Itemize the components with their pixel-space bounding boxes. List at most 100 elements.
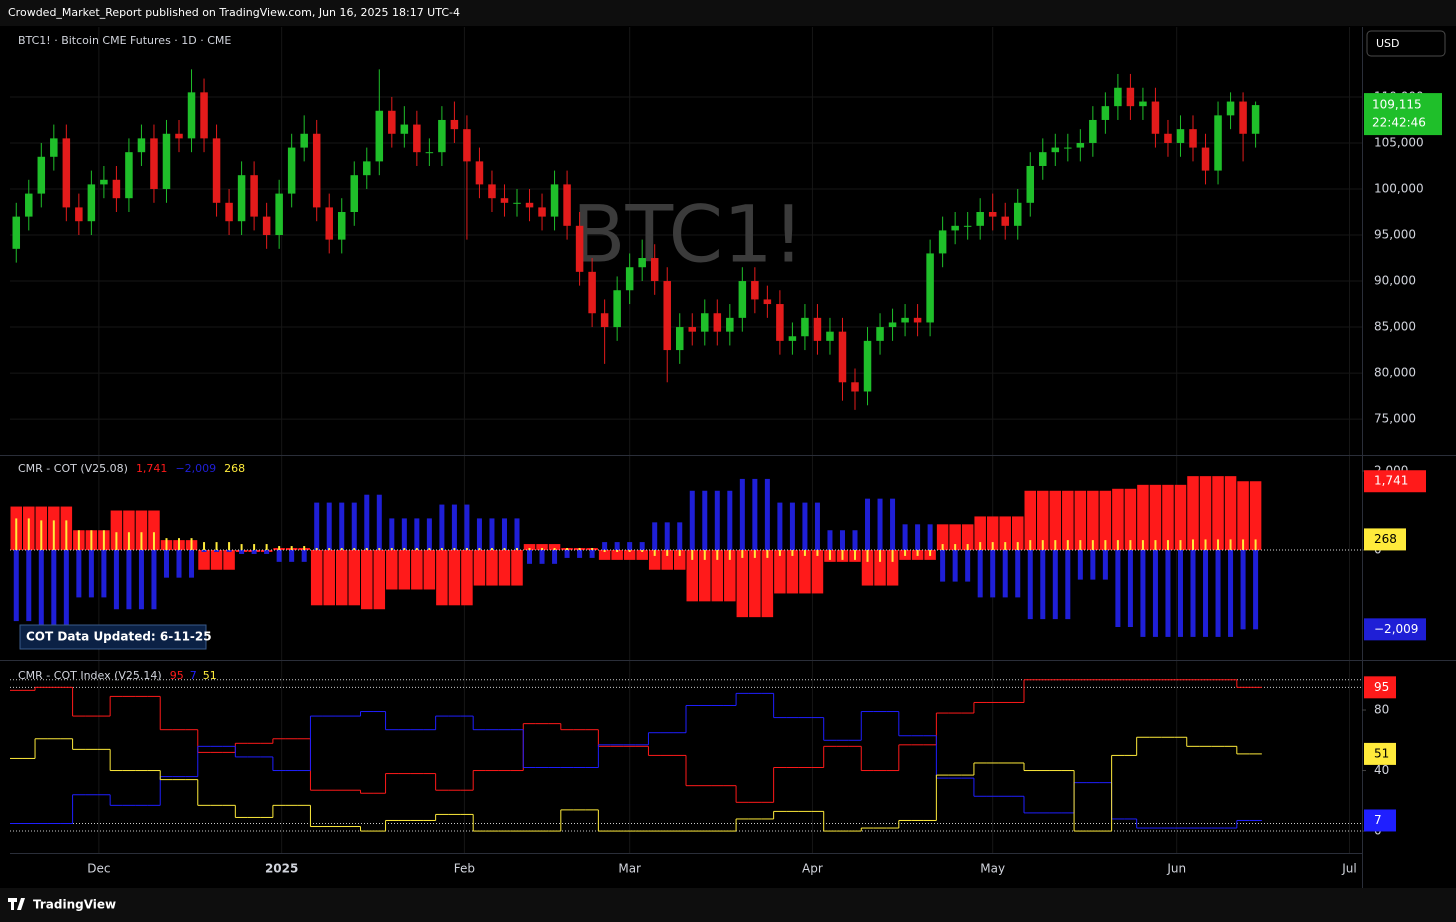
cot-bar bbox=[816, 550, 819, 556]
cot-bar bbox=[929, 550, 932, 556]
cot-bar bbox=[113, 550, 119, 610]
cot-bar bbox=[361, 550, 373, 610]
cot-bar bbox=[1204, 539, 1207, 551]
candle-body bbox=[325, 207, 333, 240]
cot-bar bbox=[251, 550, 257, 554]
cot-bar bbox=[228, 542, 231, 551]
cot-bar bbox=[1004, 542, 1007, 551]
cot-bar bbox=[866, 550, 869, 562]
cot-bar bbox=[904, 550, 907, 556]
cot-bar bbox=[811, 550, 824, 594]
cot-bar bbox=[365, 548, 368, 551]
candle-body bbox=[600, 313, 609, 328]
cot-bar bbox=[176, 550, 182, 578]
candle-body bbox=[788, 336, 797, 341]
cot-bar bbox=[1179, 540, 1182, 551]
value-label: 51 bbox=[1374, 746, 1389, 760]
cot-bar bbox=[1024, 490, 1037, 551]
candle-body bbox=[913, 317, 922, 323]
cot-bar bbox=[348, 550, 361, 606]
candle-body bbox=[1251, 105, 1260, 134]
cot-bar bbox=[276, 550, 282, 562]
cot-bar bbox=[314, 502, 320, 551]
cot-bar bbox=[739, 478, 745, 551]
cot-bar bbox=[949, 524, 961, 551]
candle-body bbox=[1013, 202, 1022, 226]
candle-body bbox=[50, 138, 58, 157]
cot-bar bbox=[553, 548, 556, 551]
legend-value: −2,009 bbox=[175, 462, 216, 475]
cot-bar bbox=[548, 544, 561, 551]
candle-body bbox=[200, 92, 208, 139]
cot-bar bbox=[727, 490, 733, 551]
candle-body bbox=[625, 267, 634, 291]
candle-body bbox=[1064, 147, 1072, 149]
cot-bar bbox=[1137, 484, 1149, 551]
currency-label[interactable]: USD bbox=[1376, 37, 1400, 50]
x-tick-label: Jul bbox=[1341, 862, 1356, 876]
y-tick-label: 75,000 bbox=[1374, 412, 1416, 426]
cot-bar bbox=[1065, 550, 1071, 620]
candle-body bbox=[650, 258, 659, 282]
cot-bar bbox=[38, 550, 44, 626]
cot-bar bbox=[1116, 540, 1119, 551]
cot-bar bbox=[552, 550, 558, 564]
candle-body bbox=[112, 179, 121, 199]
x-tick-label: Jun bbox=[1166, 862, 1186, 876]
cot-bar bbox=[661, 550, 673, 570]
cot-bar bbox=[401, 518, 407, 551]
cot-bar bbox=[611, 550, 623, 560]
candle-body bbox=[1176, 129, 1185, 143]
cot-bar bbox=[51, 550, 57, 626]
cot-bar bbox=[151, 550, 157, 610]
cot-bar bbox=[578, 548, 581, 551]
cot-bar bbox=[728, 550, 731, 560]
cot-bar bbox=[915, 524, 921, 551]
cot-bar bbox=[666, 550, 669, 556]
bottom-bar bbox=[0, 888, 1456, 922]
cot-bar bbox=[686, 550, 699, 602]
cot-bar bbox=[163, 550, 169, 578]
cot-bar bbox=[1074, 490, 1087, 551]
cot-bar bbox=[148, 510, 160, 551]
cot-bar bbox=[140, 532, 143, 551]
cot-bar bbox=[577, 550, 583, 558]
x-tick-label: Apr bbox=[802, 862, 823, 876]
cot-bar bbox=[691, 550, 694, 560]
candle-body bbox=[87, 184, 96, 222]
cot-bar bbox=[711, 550, 724, 602]
candle-body bbox=[287, 147, 296, 194]
value-label-box bbox=[1364, 809, 1396, 832]
cot-bar bbox=[664, 522, 670, 551]
x-tick-label: 2025 bbox=[265, 862, 298, 876]
cot-bar bbox=[1229, 539, 1232, 551]
cot-bar bbox=[414, 518, 420, 551]
cot-bar bbox=[786, 550, 799, 594]
cot-bar bbox=[448, 550, 461, 606]
cot-bar bbox=[465, 548, 468, 551]
cot-bar bbox=[226, 550, 232, 552]
candle-body bbox=[701, 313, 709, 332]
cot-bar bbox=[386, 550, 398, 590]
value-label-box bbox=[1364, 742, 1396, 765]
currency-button-frame[interactable] bbox=[1366, 30, 1446, 57]
indicator-title: CMR - COT Index (V25.14) bbox=[18, 669, 162, 682]
publisher-line: Crowded_Market_Report published on Tradi… bbox=[8, 6, 460, 19]
footer-brand: TradingView bbox=[33, 898, 116, 912]
candle-body bbox=[212, 138, 221, 203]
candle-body bbox=[1226, 101, 1235, 116]
cot-bar bbox=[503, 548, 506, 551]
cot-bar bbox=[1240, 550, 1246, 630]
currency-button[interactable]: USD bbox=[1366, 30, 1446, 57]
cot-bar bbox=[489, 518, 495, 551]
cot-bar bbox=[340, 548, 343, 551]
candle-body bbox=[1126, 87, 1135, 107]
cot-bar bbox=[602, 542, 608, 551]
candle-body bbox=[375, 110, 384, 162]
candle-body bbox=[876, 327, 884, 341]
cot-bar bbox=[940, 550, 946, 582]
candle-body bbox=[162, 133, 171, 189]
cot-bar bbox=[498, 550, 511, 586]
